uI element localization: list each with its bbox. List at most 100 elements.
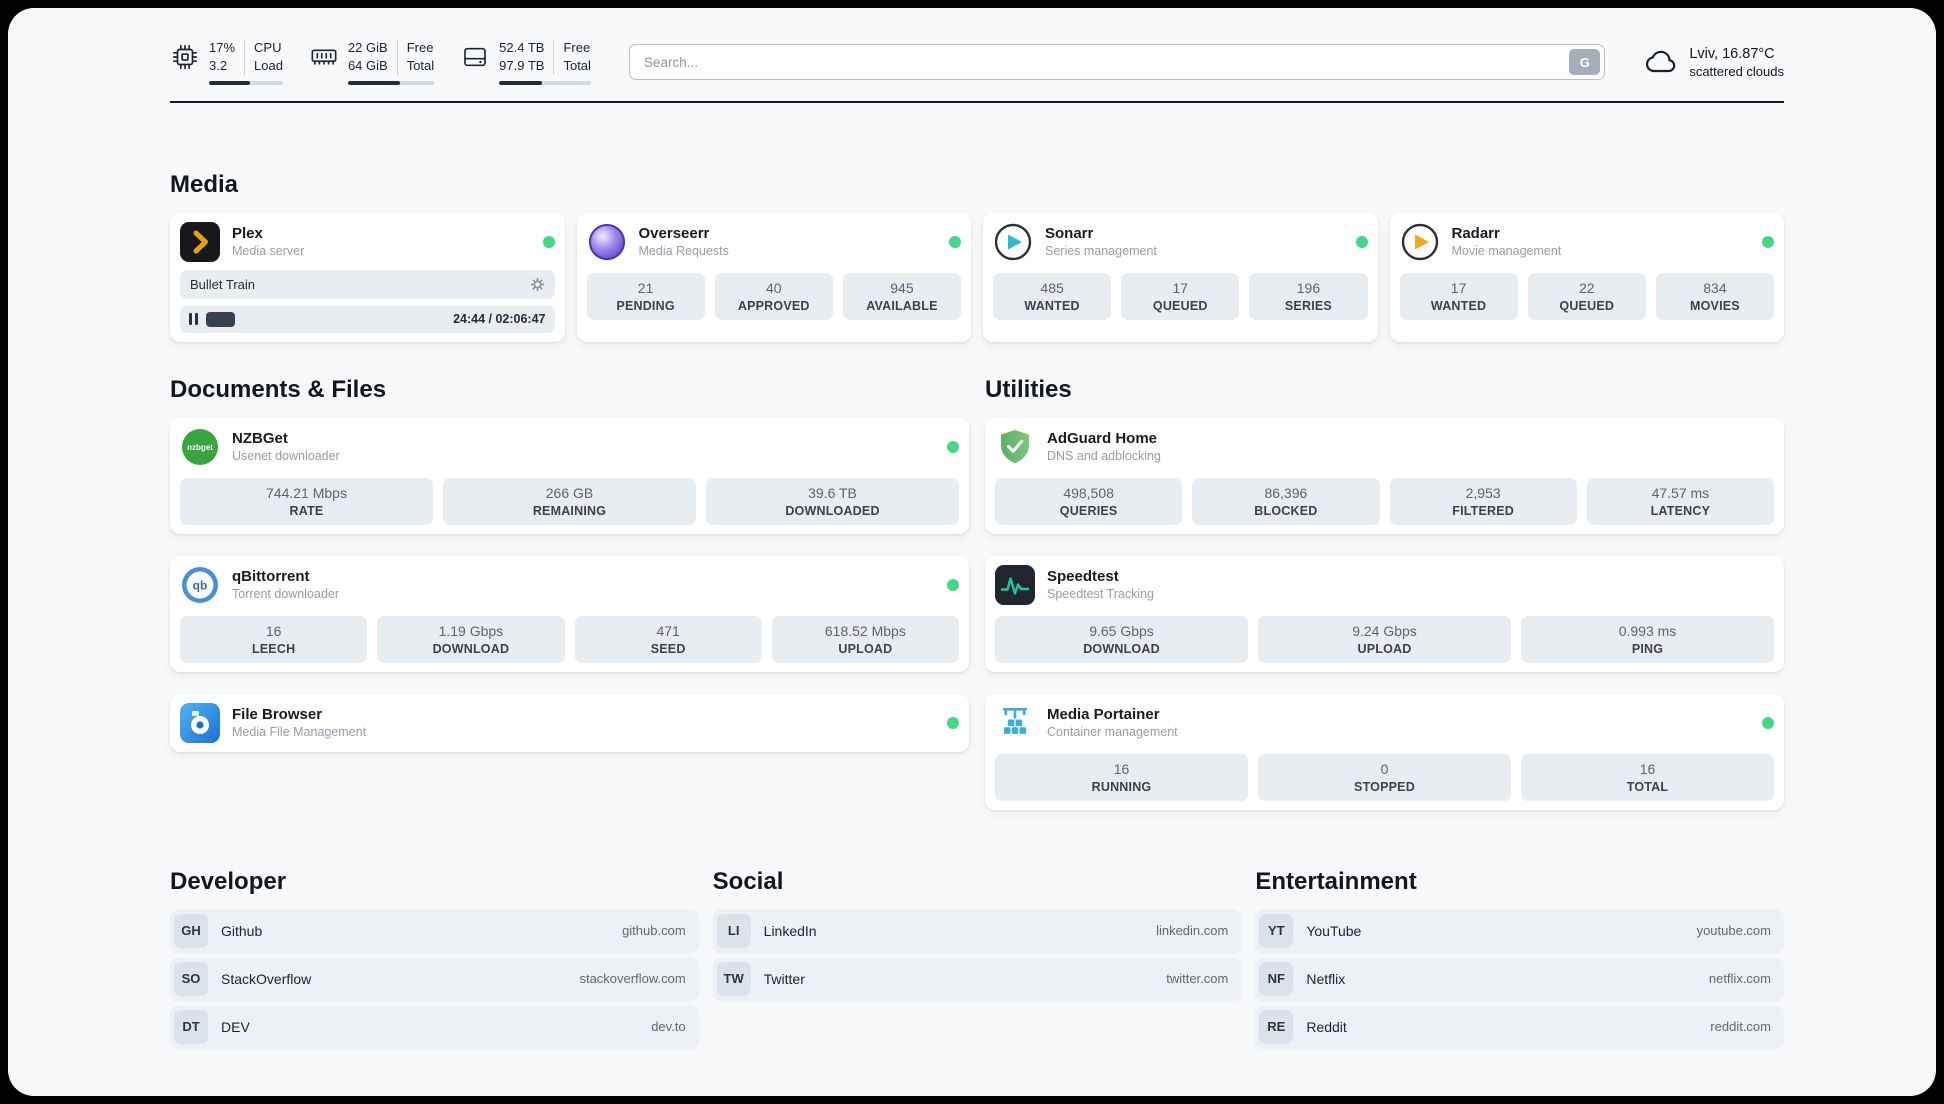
app-title-block: qBittorrent Torrent downloader [232, 568, 339, 601]
cpu-load-value: 3.2 [209, 58, 228, 74]
ram-labels: Free Total [407, 40, 434, 75]
stat-label: DOWNLOADED [785, 503, 880, 518]
social-section: Social LI LinkedIn linkedin.com TW Twitt… [712, 868, 1242, 1048]
system-stats: 17% 3.2 CPU Load [170, 40, 591, 85]
stat-label: QUEUED [1152, 298, 1208, 313]
filebrowser-app-link[interactable]: File Browser Media File Management [180, 702, 959, 743]
app-title-block: Sonarr Series management [1045, 225, 1157, 258]
stat-value: 834 [1703, 279, 1727, 296]
link-twitter[interactable]: TW Twitter twitter.com [712, 957, 1242, 1000]
stat-value: 498,508 [1063, 484, 1114, 501]
stat-value: 22 [1578, 279, 1595, 296]
stat-value: 9.65 Gbps [1089, 622, 1154, 639]
stat-label: UPLOAD [838, 641, 893, 656]
link-youtube[interactable]: YT YouTube youtube.com [1255, 909, 1784, 952]
vertical-divider [553, 40, 555, 75]
radarr-app-link[interactable]: Radarr Movie management [1400, 222, 1774, 262]
search-engine-button[interactable]: G [1569, 49, 1601, 76]
stat-value: 945 [890, 279, 914, 296]
app-subtitle: Container management [1047, 725, 1178, 739]
sonarr-app-link[interactable]: Sonarr Series management [993, 222, 1368, 262]
stat-label: DOWNLOAD [432, 641, 510, 656]
stat-value: 744.21 Mbps [266, 484, 347, 501]
stat-value: 21 [637, 279, 654, 296]
link-github[interactable]: GH Github github.com [170, 909, 699, 952]
settings-gear-icon[interactable] [530, 277, 545, 292]
ram-free-value: 22 GiB [347, 40, 388, 55]
cpu-labels: CPU Load [254, 40, 283, 75]
radarr-card: Radarr Movie management 17 WANTED 22 QUE… [1389, 212, 1784, 342]
portainer-icon [995, 703, 1035, 743]
reddit-abbr-icon: RE [1259, 1009, 1294, 1044]
stat-box: 9.65 Gbps DOWNLOAD [995, 615, 1248, 663]
sonarr-icon [993, 222, 1033, 262]
plex-app-link[interactable]: Plex Media server [180, 221, 555, 262]
adguard-app-link[interactable]: AdGuard Home DNS and adblocking [995, 427, 1774, 467]
playback-controls: 24:44 / 02:06:47 [180, 305, 555, 333]
media-cards-grid: Plex Media server Bullet Train [170, 212, 1784, 342]
link-url: stackoverflow.com [579, 971, 686, 986]
link-linkedin[interactable]: LI LinkedIn linkedin.com [712, 909, 1242, 952]
stat-box: 498,508 QUERIES [995, 477, 1183, 525]
status-dot-online [1762, 235, 1774, 248]
svg-text:qb: qb [193, 578, 208, 592]
portainer-app-link[interactable]: Media Portainer Container management [995, 703, 1774, 743]
stat-value: 471 [656, 622, 680, 639]
stat-value: 618.52 Mbps [824, 622, 906, 639]
cpu-icon [172, 44, 198, 70]
overseerr-icon [587, 222, 627, 262]
link-netflix[interactable]: NF Netflix netflix.com [1255, 957, 1784, 1000]
playback-time: 24:44 / 02:06:47 [453, 312, 546, 326]
stat-box: 471 SEED [574, 615, 762, 663]
overseerr-stats: 21 PENDING 40 APPROVED 945 AVAILABLE [586, 272, 962, 320]
link-name: YouTube [1306, 922, 1362, 939]
app-title-block: Overseerr Media Requests [639, 225, 729, 258]
cpu-percent: 17% [209, 40, 236, 55]
app-subtitle: Usenet downloader [232, 449, 340, 463]
stat-value: 17 [1172, 279, 1189, 296]
app-subtitle: Media Requests [638, 244, 729, 258]
stat-box: 266 GB REMAINING [443, 477, 696, 525]
cpu-progress-bar [209, 80, 283, 85]
qbittorrent-app-link[interactable]: qb qBittorrent Torrent downloader [180, 565, 959, 605]
twitter-abbr-icon: TW [716, 961, 751, 996]
app-subtitle: Media File Management [232, 725, 367, 739]
disk-progress-bar [499, 80, 591, 85]
section-title-entertainment: Entertainment [1255, 867, 1417, 895]
link-reddit[interactable]: RE Reddit reddit.com [1255, 1005, 1784, 1048]
search-input[interactable] [628, 44, 1606, 81]
stat-box: 16 LEECH [180, 615, 368, 663]
app-subtitle: DNS and adblocking [1047, 449, 1161, 463]
cpu-values: 17% 3.2 [209, 40, 235, 75]
weather-text: Lviv, 16.87°C scattered clouds [1689, 46, 1784, 79]
speedtest-app-link[interactable]: Speedtest Speedtest Tracking [995, 564, 1774, 605]
link-stackoverflow[interactable]: SO StackOverflow stackoverflow.com [170, 957, 699, 1000]
speedtest-stats: 9.65 Gbps DOWNLOAD 9.24 Gbps UPLOAD 0.99… [995, 615, 1774, 663]
stat-label: REMAINING [532, 503, 607, 518]
link-dev[interactable]: DT DEV dev.to [170, 1005, 699, 1048]
ram-total-label: Total [406, 58, 435, 74]
app-name: Speedtest [1047, 568, 1119, 585]
media-section: Media Plex Media server Bullet Train [170, 171, 1784, 342]
app-subtitle: Speedtest Tracking [1047, 587, 1155, 601]
documents-section: Documents & Files nzbget NZBGet Usenet d… [170, 376, 969, 810]
stat-box: 834 MOVIES [1655, 272, 1775, 320]
link-name: Github [221, 922, 263, 939]
app-subtitle: Series management [1045, 244, 1157, 258]
middle-columns: Documents & Files nzbget NZBGet Usenet d… [170, 376, 1784, 810]
nzbget-app-link[interactable]: nzbget NZBGet Usenet downloader [180, 427, 959, 467]
status-dot-online [1355, 235, 1368, 248]
pause-button[interactable] [189, 313, 198, 325]
stat-label: PING [1631, 641, 1664, 656]
overseerr-app-link[interactable]: Overseerr Media Requests [587, 222, 961, 262]
stat-label: APPROVED [737, 298, 810, 313]
status-dot-online [949, 235, 961, 248]
stat-box: 17 QUEUED [1121, 272, 1240, 320]
link-name: LinkedIn [763, 922, 817, 939]
sonarr-card: Sonarr Series management 485 WANTED 17 Q… [983, 212, 1378, 342]
link-name: DEV [221, 1018, 250, 1035]
link-url: netflix.com [1708, 971, 1771, 986]
stat-label: QUERIES [1059, 503, 1118, 518]
seek-bar[interactable] [206, 311, 445, 327]
disk-progress-fill [499, 80, 543, 85]
